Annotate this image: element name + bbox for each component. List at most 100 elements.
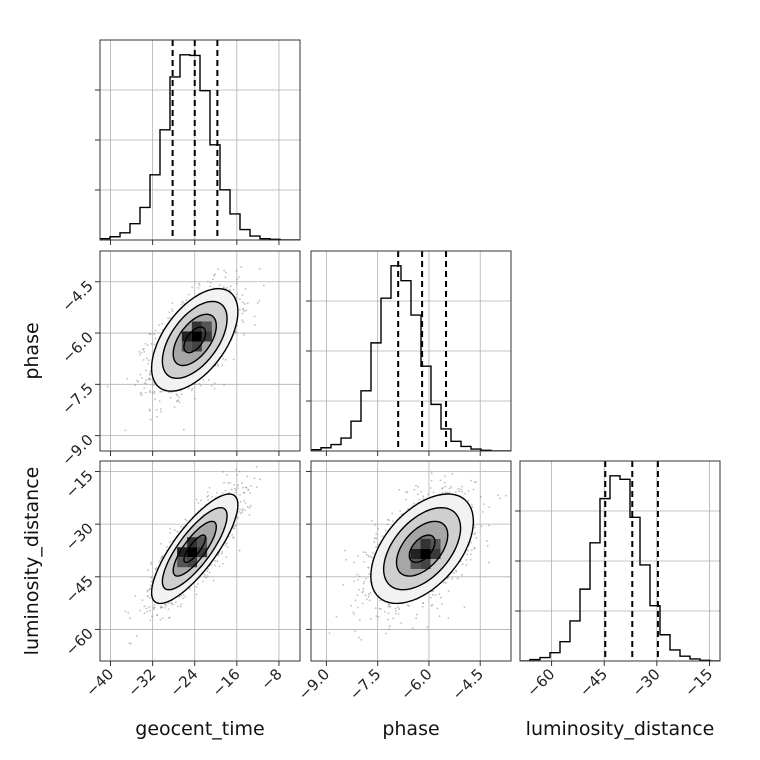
scatter-point (160, 542, 162, 545)
scatter-point (248, 506, 251, 509)
scatter-point (225, 271, 228, 274)
scatter-point (479, 496, 482, 498)
scatter-point (150, 561, 153, 564)
scatter-point (212, 278, 215, 281)
scatter-point (375, 546, 378, 548)
density-peak-block (191, 321, 202, 332)
scatter-point (167, 317, 170, 320)
scatter-point (221, 551, 224, 553)
scatter-point (156, 613, 159, 616)
scatter-point (139, 373, 142, 376)
scatter-point (468, 456, 470, 458)
contour-line (161, 507, 228, 591)
scatter-point (439, 479, 442, 482)
scatter-point (216, 491, 218, 494)
scatter-point (224, 489, 227, 492)
scatter-point (365, 598, 368, 601)
scatter-point (487, 524, 490, 527)
scatter-point (463, 606, 466, 609)
scatter-point (217, 268, 220, 271)
scatter-point (169, 527, 172, 530)
scatter-point (236, 293, 239, 295)
scatter-point (241, 511, 243, 514)
scatter-point (158, 400, 161, 403)
y-tick-label: −7.5 (58, 379, 96, 417)
scatter-point (470, 479, 472, 482)
scatter-point (448, 491, 451, 494)
scatter-point (466, 553, 468, 556)
scatter-point (368, 599, 371, 602)
joint-panel-phase-luminosity_distance (310, 456, 512, 662)
scatter-point (242, 307, 245, 310)
scatter-point (400, 622, 403, 624)
scatter-point (488, 506, 491, 509)
scatter-point (235, 468, 238, 471)
density-peak-block (420, 538, 431, 549)
scatter-point (144, 379, 147, 382)
scatter-point (146, 344, 149, 347)
scatter-point (191, 387, 194, 390)
scatter-point (160, 556, 163, 559)
scatter-point (443, 475, 446, 478)
scatter-point (207, 494, 210, 497)
scatter-point (200, 499, 202, 502)
scatter-point (148, 588, 151, 591)
scatter-point (363, 580, 366, 583)
scatter-point (160, 606, 163, 609)
scatter-point (139, 609, 142, 612)
scatter-point (237, 276, 240, 279)
scatter-point (255, 486, 258, 489)
scatter-point (230, 488, 233, 491)
scatter-point (155, 409, 158, 411)
scatter-point (224, 544, 227, 547)
scatter-point (161, 617, 164, 620)
scatter-point (470, 541, 472, 544)
scatter-point (387, 618, 390, 621)
scatter-point (357, 578, 360, 581)
scatter-point (177, 605, 179, 608)
histogram-panel-phase (306, 250, 512, 452)
scatter-point (373, 537, 376, 540)
scatter-point (208, 379, 210, 381)
scatter-point (407, 604, 410, 607)
scatter-point (198, 284, 201, 287)
scatter-point (375, 533, 378, 535)
scatter-point (446, 491, 449, 494)
scatter-point (185, 519, 188, 522)
scatter-point (454, 491, 457, 493)
scatter-point (439, 596, 442, 599)
scatter-point (238, 549, 241, 552)
scatter-point (255, 465, 258, 468)
scatter-point (148, 409, 151, 412)
scatter-point (243, 303, 246, 305)
scatter-point (213, 387, 216, 390)
panel-frame (99, 460, 301, 662)
histogram-step-luminosity_distance (520, 475, 720, 661)
y-tick-label: −15 (62, 467, 97, 502)
scatter-point (214, 559, 217, 562)
scatter-point (154, 329, 157, 332)
scatter-point (443, 481, 446, 484)
scatter-point (362, 587, 365, 590)
scatter-point (480, 525, 483, 527)
scatter-point (156, 415, 158, 418)
scatter-point (171, 310, 174, 313)
scatter-point (180, 603, 183, 606)
scatter-point (367, 566, 369, 569)
scatter-point (206, 575, 209, 578)
scatter-point (235, 489, 238, 492)
scatter-point (127, 611, 130, 614)
scatter-point (185, 299, 188, 302)
density-peak-block (177, 547, 188, 558)
scatter-point (504, 494, 507, 497)
scatter-point (379, 599, 382, 602)
scatter-point (182, 593, 185, 596)
scatter-point (413, 502, 416, 505)
scatter-point (195, 593, 198, 596)
scatter-point (451, 472, 454, 475)
scatter-point (356, 554, 359, 557)
scatter-point (218, 284, 221, 287)
scatter-point (389, 605, 392, 608)
density-peak-block (191, 341, 202, 352)
